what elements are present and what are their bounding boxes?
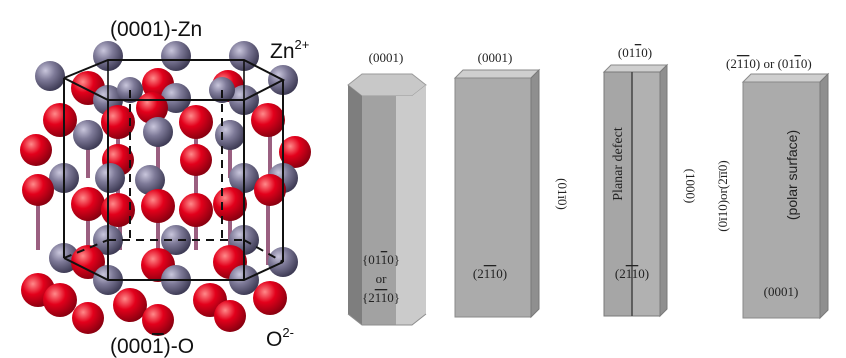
oxygen-atom	[142, 304, 174, 336]
oxygen-atom	[72, 302, 104, 334]
polar-surface-label: (polar surface)	[784, 130, 800, 220]
planar-defect-label: Planar defect	[611, 127, 626, 201]
polar-surface-plate	[741, 72, 830, 320]
prism-side-face	[530, 68, 540, 319]
rod-side-label-or: or	[376, 271, 388, 286]
defect-front-label: (2110)	[615, 266, 649, 281]
oxygen-atom	[20, 134, 52, 166]
zinc-atom	[95, 163, 125, 193]
rod-top-face	[347, 73, 427, 97]
rod-right-facet	[396, 85, 426, 325]
zinc-atom	[135, 165, 165, 195]
rod-front-facet	[362, 96, 396, 325]
wurtzite-crystal-model	[20, 41, 311, 336]
unit-cell-hidden-edges	[63, 90, 284, 263]
prism-front-label: (2110)	[473, 266, 507, 281]
oxygen-atom	[180, 144, 212, 176]
zinc-atom	[161, 225, 191, 255]
oxygen-atom	[101, 105, 135, 139]
zinc-atom	[161, 83, 191, 113]
oxygen-atom	[179, 105, 213, 139]
zinc-atom	[73, 120, 103, 150]
defect-side-face	[659, 63, 668, 318]
defect-front-left	[603, 71, 633, 317]
rod-top-label: (0001)	[369, 50, 404, 65]
oxygen-atom	[22, 174, 54, 206]
plate-side-label: (0ī10)or(2īī0)	[715, 160, 730, 231]
oxygen-atom	[113, 288, 147, 322]
oxygen-atom	[43, 283, 77, 317]
oxygen-atom	[214, 300, 246, 332]
anion-label: O2-	[266, 325, 294, 351]
oxygen-atom	[213, 187, 247, 221]
cation-label: Zn2+	[270, 37, 309, 63]
rectangular-prism	[453, 68, 541, 319]
oxygen-atom	[71, 187, 105, 221]
zinc-atom	[161, 41, 191, 71]
oxygen-atom	[279, 136, 311, 168]
plate-side-face	[819, 72, 829, 320]
hexagonal-rod	[347, 73, 427, 326]
oxygen-atom	[43, 103, 77, 137]
defect-side-label: (1000)	[683, 169, 698, 204]
planar-defect-prism	[602, 63, 669, 318]
oxygen-atom	[101, 193, 135, 227]
defect-top-face	[602, 64, 669, 73]
oxygen-atom	[251, 103, 285, 137]
oxygen-atom	[179, 193, 213, 227]
top-face-label: (0001)-Zn	[110, 18, 202, 41]
zinc-atom	[215, 120, 245, 150]
rod-side-label-line1: {0110}	[362, 252, 400, 267]
prism-front-face	[454, 77, 532, 318]
rod-left-facet	[348, 85, 362, 325]
oxygen-atom	[141, 189, 175, 223]
unit-cell-inner-lines	[107, 60, 245, 100]
rod-side-label-line3: {2110}	[362, 290, 400, 305]
prism-top-face	[453, 69, 541, 79]
plate-top-face	[741, 73, 830, 83]
plate-top-label: (2110) or (0110)	[726, 56, 812, 71]
plate-front-label: (0001)	[764, 284, 799, 299]
zinc-atom	[35, 61, 65, 91]
oxygen-atom	[253, 281, 287, 315]
oxygen-atom	[254, 174, 286, 206]
defect-top-label: (0110)	[618, 45, 652, 60]
plate-front-face	[742, 81, 821, 319]
prism-top-label: (0001)	[478, 50, 513, 65]
bottom-face-label: (0001)-O	[110, 335, 194, 358]
zinc-atom	[143, 117, 173, 147]
prism-side-label: (01ī0)	[555, 178, 570, 210]
